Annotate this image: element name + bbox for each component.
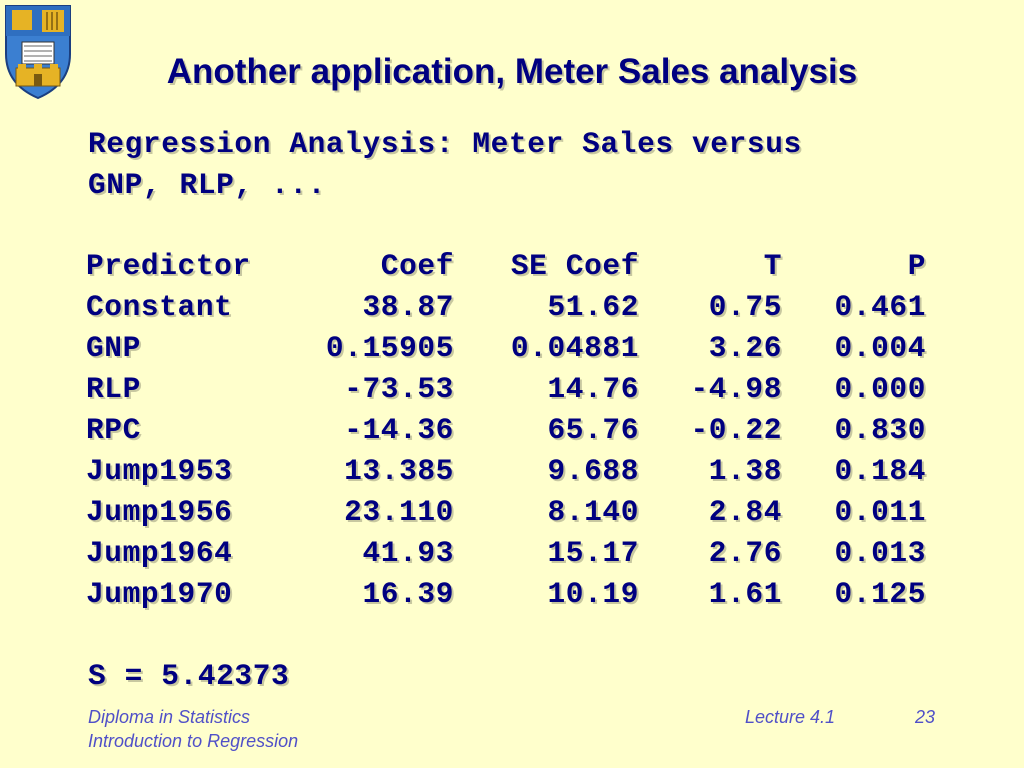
table-row: Jump1964 41.93 15.17 2.76 0.013 <box>86 533 926 574</box>
table-row: Jump1953 13.385 9.688 1.38 0.184 <box>86 451 926 492</box>
t-cell: 1.61 <box>708 577 782 611</box>
t-cell: 2.76 <box>708 536 782 570</box>
coef-cell: 16.39 <box>362 577 454 611</box>
p-cell: 0.011 <box>834 495 926 529</box>
se-coef-cell: 65.76 <box>547 413 639 447</box>
se-coef-cell: 14.76 <box>547 372 639 406</box>
se-coef-cell: 15.17 <box>547 536 639 570</box>
t-cell: 2.84 <box>708 495 782 529</box>
p-cell: 0.125 <box>834 577 926 611</box>
university-crest-icon <box>5 5 71 100</box>
p-cell: 0.830 <box>834 413 926 447</box>
standard-error-line: S = 5.42373 <box>88 659 290 693</box>
slide-title: Another application, Meter Sales analysi… <box>166 52 858 91</box>
table-row: RLP -73.53 14.76 -4.98 0.000 <box>86 369 926 410</box>
predictor-cell: Jump1964 <box>86 536 233 570</box>
table-row: Jump1970 16.39 10.19 1.61 0.125 <box>86 574 926 615</box>
table-row: Jump1956 23.110 8.140 2.84 0.011 <box>86 492 926 533</box>
predictor-cell: Jump1953 <box>86 454 233 488</box>
footer-course: Diploma in Statistics <box>88 707 251 727</box>
p-cell: 0.004 <box>834 331 926 365</box>
se-coef-cell: 51.62 <box>547 290 639 324</box>
p-cell: 0.184 <box>834 454 926 488</box>
coef-cell: 0.15905 <box>325 331 454 365</box>
coef-cell: 38.87 <box>362 290 454 324</box>
p-cell: 0.000 <box>834 372 926 406</box>
heading-line-1: Regression Analysis: Meter Sales versus <box>88 127 802 161</box>
column-header: SE Coef <box>510 249 639 283</box>
column-header: Predictor <box>86 249 251 283</box>
column-header: P <box>907 249 926 283</box>
footer-topic: Introduction to Regression <box>88 731 299 751</box>
column-header: T <box>763 249 782 283</box>
p-cell: 0.013 <box>834 536 926 570</box>
predictor-cell: GNP <box>86 331 141 365</box>
column-header: Coef <box>380 249 454 283</box>
coef-cell: 41.93 <box>362 536 454 570</box>
table-row: RPC -14.36 65.76 -0.22 0.830 <box>86 410 926 451</box>
p-cell: 0.461 <box>834 290 926 324</box>
coef-cell: -14.36 <box>344 413 454 447</box>
se-coef-cell: 0.04881 <box>510 331 639 365</box>
t-cell: 3.26 <box>708 331 782 365</box>
se-coef-cell: 10.19 <box>547 577 639 611</box>
heading-line-2: GNP, RLP, ... <box>88 168 326 202</box>
regression-table: Predictor Coef SE Coef T P Constant 38.8… <box>86 246 926 615</box>
t-cell: 0.75 <box>708 290 782 324</box>
table-row: Constant 38.87 51.62 0.75 0.461 <box>86 287 926 328</box>
predictor-cell: RLP <box>86 372 141 406</box>
footer-page-number: 23 <box>915 707 936 727</box>
se-coef-cell: 8.140 <box>547 495 639 529</box>
se-coef-cell: 9.688 <box>547 454 639 488</box>
t-cell: -4.98 <box>690 372 782 406</box>
table-header-row: Predictor Coef SE Coef T P <box>86 246 926 287</box>
coef-cell: 23.110 <box>344 495 454 529</box>
predictor-cell: Constant <box>86 290 233 324</box>
table-row: GNP 0.15905 0.04881 3.26 0.004 <box>86 328 926 369</box>
t-cell: 1.38 <box>708 454 782 488</box>
t-cell: -0.22 <box>690 413 782 447</box>
analysis-heading: Regression Analysis: Meter Sales versus … <box>88 124 802 206</box>
coef-cell: 13.385 <box>344 454 454 488</box>
predictor-cell: Jump1970 <box>86 577 233 611</box>
coef-cell: -73.53 <box>344 372 454 406</box>
predictor-cell: RPC <box>86 413 141 447</box>
footer-lecture: Lecture 4.1 <box>745 707 836 727</box>
predictor-cell: Jump1956 <box>86 495 233 529</box>
